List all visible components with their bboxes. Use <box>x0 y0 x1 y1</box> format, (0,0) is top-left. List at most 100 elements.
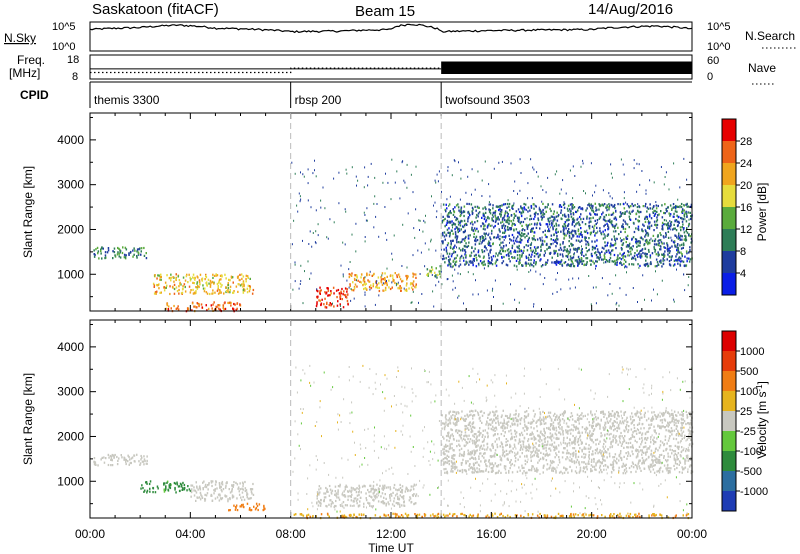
heatmap-cell <box>218 499 221 502</box>
heatmap-cell <box>492 455 494 458</box>
heatmap-cell <box>453 257 456 260</box>
heatmap-cell <box>594 232 597 235</box>
heatmap-cell <box>111 459 113 462</box>
heatmap-cell <box>436 276 438 279</box>
heatmap-cell <box>603 203 606 206</box>
heatmap-speckle <box>449 195 451 198</box>
heatmap-cell <box>552 469 555 473</box>
heatmap-cell <box>207 488 209 491</box>
heatmap-cell <box>677 248 680 251</box>
heatmap-cell <box>449 221 452 224</box>
heatmap-cell <box>447 264 449 267</box>
heatmap-cell <box>588 444 590 447</box>
heatmap-cell <box>182 276 185 279</box>
heatmap-cell <box>616 263 618 266</box>
heatmap-cell <box>523 415 526 418</box>
heatmap-speckle <box>376 280 378 283</box>
heatmap-cell <box>230 304 232 307</box>
heatmap-cell <box>187 308 189 312</box>
heatmap-cell <box>669 246 671 249</box>
heatmap-speckle <box>315 230 317 233</box>
heatmap-cell <box>462 210 465 213</box>
heatmap-cell <box>602 258 604 261</box>
heatmap-cell <box>568 425 570 428</box>
heatmap-cell <box>539 223 542 226</box>
heatmap-cell <box>520 220 522 224</box>
heatmap-cell <box>175 277 177 281</box>
heatmap-speckle <box>422 230 424 233</box>
heatmap-speckle <box>307 260 309 263</box>
heatmap-speckle <box>611 197 613 200</box>
heatmap-cell <box>683 420 686 423</box>
heatmap-speckle <box>460 168 462 171</box>
heatmap-cell <box>637 462 639 465</box>
heatmap-cell <box>519 259 521 262</box>
heatmap-cell <box>180 283 182 286</box>
heatmap-cell <box>479 427 481 430</box>
heatmap-cell <box>470 251 473 254</box>
heatmap-cell <box>234 506 237 509</box>
heatmap-cell <box>100 248 102 251</box>
heatmap-cell <box>596 447 598 450</box>
heatmap-speckle <box>463 302 464 305</box>
heatmap-cell <box>121 251 124 255</box>
heatmap-cell <box>326 488 328 491</box>
heatmap-cell <box>199 498 202 501</box>
heatmap-cell <box>562 228 565 231</box>
heatmap-cell <box>219 291 221 294</box>
heatmap-cell <box>465 460 467 463</box>
heatmap-cell <box>525 446 528 449</box>
heatmap-cell <box>237 487 239 490</box>
heatmap-cell <box>497 422 500 425</box>
heatmap-cell <box>219 282 222 285</box>
heatmap-cell <box>263 508 265 511</box>
heatmap-cell <box>678 215 680 218</box>
heatmap-cell <box>146 482 148 485</box>
heatmap-cell <box>572 244 574 247</box>
heatmap-cell <box>139 463 141 466</box>
heatmap-cell <box>385 497 387 500</box>
heatmap-cell <box>580 227 582 230</box>
heatmap-cell <box>178 279 181 282</box>
heatmap-cell <box>231 487 233 491</box>
heatmap-speckle <box>602 189 604 192</box>
heatmap-cell <box>668 249 670 252</box>
heatmap-cell <box>496 258 499 262</box>
heatmap-cell <box>195 481 197 484</box>
heatmap-cell <box>686 205 688 208</box>
heatmap-cell <box>637 252 640 255</box>
heatmap-cell <box>536 448 538 451</box>
heatmap-cell <box>382 488 384 491</box>
heatmap-cell <box>481 262 483 265</box>
heatmap-cell <box>507 458 509 461</box>
heatmap-cell <box>616 462 618 465</box>
heatmap-cell <box>484 237 487 240</box>
heatmap-speckle <box>298 192 300 195</box>
heatmap-cell <box>619 211 622 214</box>
heatmap-cell <box>561 428 563 431</box>
heatmap-cell <box>506 228 509 231</box>
heatmap-cell <box>230 301 232 304</box>
heatmap-cell <box>217 292 220 295</box>
heatmap-cell <box>674 210 677 213</box>
heatmap-cell <box>407 275 409 278</box>
heatmap-speckle <box>406 266 408 269</box>
heatmap-speckle <box>436 210 438 213</box>
heatmap-cell <box>604 427 606 430</box>
heatmap-cell <box>625 240 627 244</box>
heatmap-speckle <box>669 220 671 222</box>
heatmap-cell <box>641 255 643 258</box>
heatmap-cell <box>149 490 151 493</box>
heatmap-cell <box>645 238 648 242</box>
heatmap-cell <box>214 291 216 294</box>
heatmap-cell <box>391 274 394 277</box>
heatmap-cell <box>654 249 657 252</box>
heatmap-cell <box>603 225 605 228</box>
heatmap-cell <box>476 449 478 452</box>
heatmap-cell <box>615 223 618 226</box>
heatmap-cell <box>676 253 678 256</box>
heatmap-cell <box>670 221 673 224</box>
heatmap-cell <box>687 470 689 473</box>
heatmap-cell <box>493 454 495 457</box>
